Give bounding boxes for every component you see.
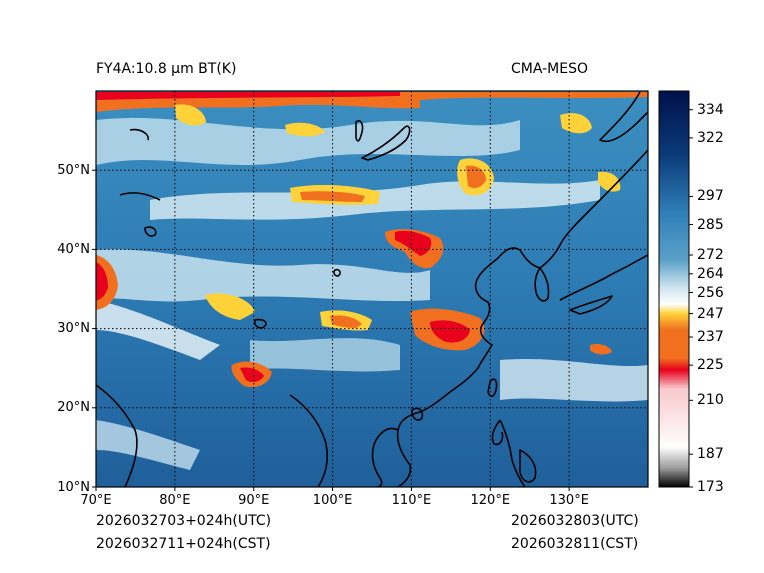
- colorbar-gradient: [659, 91, 689, 487]
- init-time-utc: 2026032703+024h(UTC): [96, 513, 272, 529]
- lat-label: 30°N: [57, 321, 90, 337]
- colorbar-tick-label: 225: [697, 357, 724, 374]
- lat-label: 10°N: [57, 479, 90, 495]
- colorbar-tick-label: 210: [697, 392, 724, 409]
- colorbar-tick-label: 264: [697, 265, 724, 282]
- colorbar-tick-label: 256: [697, 284, 724, 301]
- colorbar-tick-label: 322: [697, 129, 724, 146]
- map-panel: [96, 91, 648, 487]
- lon-label: 90°E: [238, 493, 270, 508]
- axis-ticks: [92, 169, 570, 491]
- convective-clouds: [96, 92, 648, 388]
- lat-label: 50°N: [57, 162, 90, 178]
- colorbar-tick-label: 237: [697, 329, 724, 346]
- colorbar-tick-label: 272: [697, 247, 724, 264]
- init-time-cst: 2026032711+024h(CST): [96, 536, 271, 552]
- lat-label: 20°N: [57, 400, 90, 416]
- colorbar-tick-label: 334: [697, 101, 724, 118]
- coastlines: [96, 91, 648, 487]
- lon-label: 100°E: [312, 493, 353, 508]
- colorbar-tick-label: 285: [697, 216, 724, 233]
- colorbar-tick-label: 187: [697, 446, 724, 463]
- lon-label: 120°E: [470, 493, 511, 508]
- lon-label: 80°E: [159, 493, 191, 508]
- colorbar-frame: [658, 90, 690, 488]
- lat-label: 40°N: [57, 241, 90, 257]
- lon-label: 130°E: [549, 493, 589, 508]
- colorbar-tick-label: 297: [697, 188, 724, 205]
- map-frame: [95, 90, 649, 488]
- colorbar: [658, 90, 693, 488]
- colorbar-tick-label: 247: [697, 305, 724, 322]
- colorbar-tick-label: 173: [697, 479, 724, 495]
- gridlines: [96, 91, 648, 487]
- valid-time-utc: 2026032803(UTC): [511, 513, 639, 529]
- lon-label: 70°E: [80, 493, 112, 508]
- map-title: FY4A:10.8 µm BT(K): [96, 61, 237, 77]
- lon-label: 110°E: [391, 493, 432, 508]
- valid-time-cst: 2026032811(CST): [511, 536, 639, 552]
- model-name: CMA-MESO: [511, 61, 589, 77]
